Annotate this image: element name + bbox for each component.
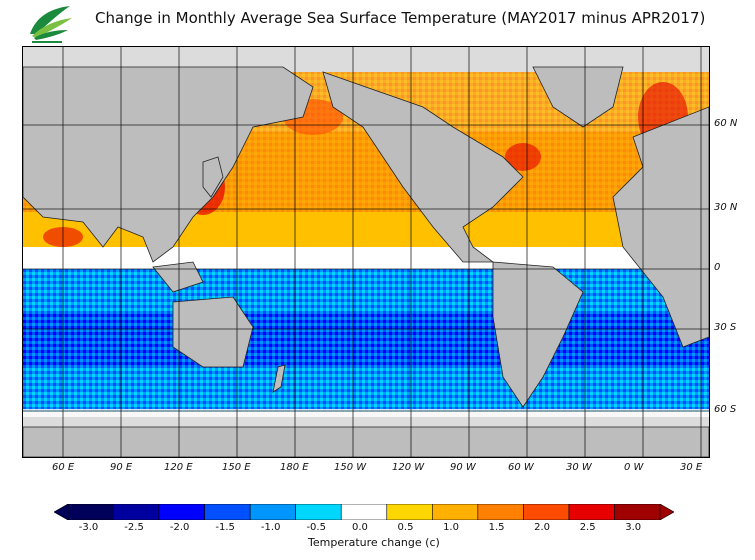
colorbar-title: Temperature change (c) xyxy=(308,536,440,549)
colorbar-tick-label: -0.5 xyxy=(306,522,326,533)
colorbar-swatch xyxy=(204,504,251,520)
colorbar-swatch xyxy=(614,504,661,520)
colorbar-swatch xyxy=(67,504,114,520)
colorbar-swatch xyxy=(523,504,570,520)
colorbar-swatch xyxy=(386,504,433,520)
colorbar-arrow-high xyxy=(659,504,674,520)
colorbar-tick-label: -1.0 xyxy=(260,522,281,533)
observatory-leaf-logo xyxy=(30,6,72,43)
chart-title: Change in Monthly Average Sea Surface Te… xyxy=(95,9,706,27)
lon-label: 90 E xyxy=(110,462,133,473)
lon-label: 150 W xyxy=(334,462,367,473)
colorbar-swatch xyxy=(432,504,479,520)
colorbar-swatch xyxy=(113,504,160,520)
colorbar-tick-label: -2.5 xyxy=(124,522,144,533)
lon-label: 60 W xyxy=(508,462,534,473)
colorbar-tick-label: -3.0 xyxy=(78,522,99,533)
lat-label-60s: 60 S xyxy=(714,404,737,415)
lat-label-30s: 30 S xyxy=(714,322,737,333)
colorbar-tick-label: -1.5 xyxy=(215,522,235,533)
colorbar-tick-label: 1.5 xyxy=(488,522,505,533)
lon-label: 120 E xyxy=(164,462,193,473)
lat-label-0: 0 xyxy=(714,262,721,273)
colorbar-arrow-low xyxy=(54,504,69,520)
lon-label: 180 E xyxy=(280,462,309,473)
colorbar-tick-label: 0.5 xyxy=(397,522,414,533)
colorbar-tick-label: 3.0 xyxy=(625,522,642,533)
lon-label: 30 W xyxy=(566,462,592,473)
colorbar-swatch xyxy=(568,504,615,520)
lat-label-60n: 60 N xyxy=(714,118,738,129)
lon-label: 60 E xyxy=(52,462,75,473)
colorbar-swatch xyxy=(249,504,296,520)
colorbar-swatch xyxy=(295,504,342,520)
lon-label: 120 W xyxy=(392,462,425,473)
colorbar-swatch xyxy=(340,504,388,520)
sst-map-canvas xyxy=(23,47,709,457)
colorbar-swatch xyxy=(158,504,205,520)
colorbar-tick-label: 2.5 xyxy=(579,522,596,533)
colorbar xyxy=(54,504,674,520)
colorbar-swatch xyxy=(477,504,524,520)
lat-label-30n: 30 N xyxy=(714,202,738,213)
lon-label: 0 W xyxy=(624,462,644,473)
colorbar-tick-label: 0.0 xyxy=(352,522,368,533)
lon-label: 150 E xyxy=(222,462,251,473)
colorbar-tick-label: 2.0 xyxy=(534,522,551,533)
lon-label: 90 W xyxy=(450,462,476,473)
colorbar-tick-label: -2.0 xyxy=(169,522,190,533)
lon-label: 30 E xyxy=(680,462,703,473)
colorbar-tick-label: 1.0 xyxy=(443,522,459,533)
sst-map xyxy=(22,46,710,458)
